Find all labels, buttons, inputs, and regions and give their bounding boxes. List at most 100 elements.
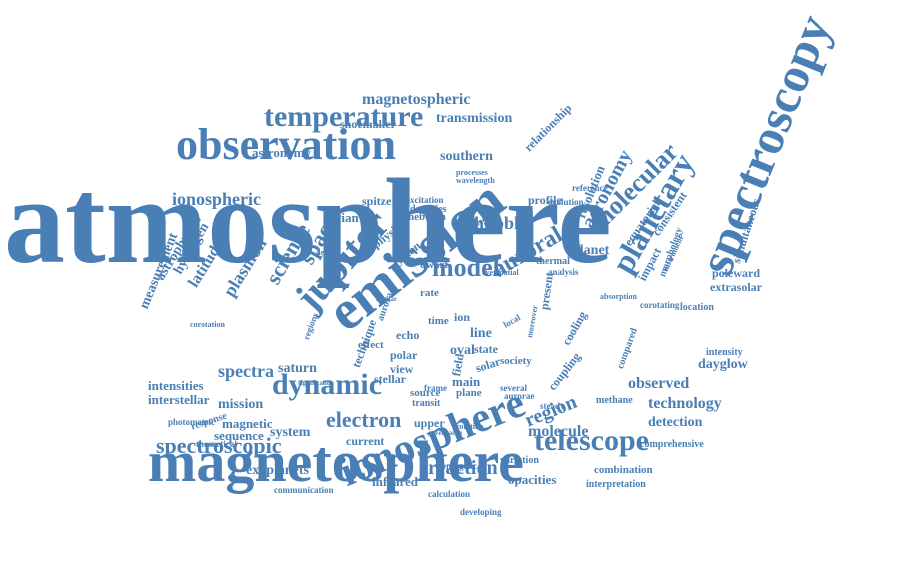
word: combination [594,464,653,477]
word: excitation [406,195,444,206]
word: dayglow [698,356,748,372]
word: model [432,253,500,283]
word: solar [473,354,503,376]
word: observed [628,374,690,392]
word: upper [414,416,445,431]
word: dwarf [420,259,449,272]
word: technology [648,394,722,412]
word: atmosphere [4,153,612,289]
word: reaction [428,457,498,480]
word: source [410,387,441,400]
word: line [470,325,492,341]
word: ion [454,310,471,325]
word: field [449,352,467,378]
word: present [537,271,557,312]
word: molecule [528,422,589,440]
word: poleward [712,266,760,281]
word: cooling [559,309,590,348]
word: absorption [600,291,637,301]
word: opacities [508,471,557,487]
word: governance [428,428,463,437]
word: aurorae [504,391,535,402]
word: processes [456,167,488,177]
word: main [452,373,481,389]
word: effect [358,339,384,352]
word: decade [316,247,340,257]
word: exoplanets [246,462,309,478]
word: time [428,315,449,328]
word: developing [460,507,502,518]
word: corotation [190,319,225,329]
word: southern [440,148,493,164]
word: calculation [428,489,470,500]
word: rotation [456,421,484,431]
word: location [680,302,714,314]
word: detection [648,414,703,430]
word: magnetic [222,415,273,431]
word: spitzer [362,194,397,209]
word: temperature [264,99,424,133]
word: evolution [548,197,584,208]
word: frame [424,383,447,394]
word: shoemaker [340,117,396,132]
word: magnetosphere [148,428,524,494]
word: comprehensive [640,439,704,451]
word: view [390,362,414,377]
word: telescope [534,423,649,457]
word: similar [376,294,397,303]
word: communication [274,485,334,496]
word: profile [528,193,562,208]
word: event [482,267,501,277]
word: mission [218,396,264,412]
word: thermal [536,256,570,268]
word: transit [412,398,441,410]
word: regions [301,311,320,342]
word: nebulon [408,211,446,224]
word: society [500,355,532,368]
word: jovian [324,209,359,225]
word: system [270,424,311,440]
word: analysis [548,267,579,278]
word: reference [572,183,608,194]
word: wavelength [456,175,495,185]
word: oval [450,342,475,358]
word: spectroscopic [156,432,282,458]
word: extrasolar [710,280,762,295]
word: sequence [214,427,264,443]
word: photometric [168,417,215,428]
word: ionospheric [172,189,262,210]
word: saturn [278,360,317,376]
word: interstellar [148,391,210,407]
word: magnetospheric [362,90,471,108]
word: dynamic [272,367,383,401]
word: spatial [496,267,519,277]
word: astronomy [252,144,311,160]
word: relationship [521,101,575,155]
word: corotating [640,300,680,311]
word: local [501,312,523,330]
word: densities [410,204,447,216]
word: stellar [374,372,406,387]
word: echo [396,328,420,343]
word: plane [456,387,482,400]
word: electron [326,406,402,432]
word: observation [176,120,396,170]
word: rate [420,287,439,300]
word: planet [572,242,610,258]
word: steady [540,401,565,412]
word: hubble [474,213,528,234]
word: transmission [436,110,513,126]
word: state [474,342,498,357]
word: intensities [148,377,204,393]
word: energetic [442,461,477,472]
word: methane [596,395,633,407]
word: moreover [525,304,540,339]
word: variation [500,455,539,467]
word: coupling [545,350,584,394]
word: several [500,383,527,394]
word: significant [298,378,330,387]
word: theoretical [196,439,237,450]
word: current [346,434,385,449]
word: compared [615,326,640,371]
